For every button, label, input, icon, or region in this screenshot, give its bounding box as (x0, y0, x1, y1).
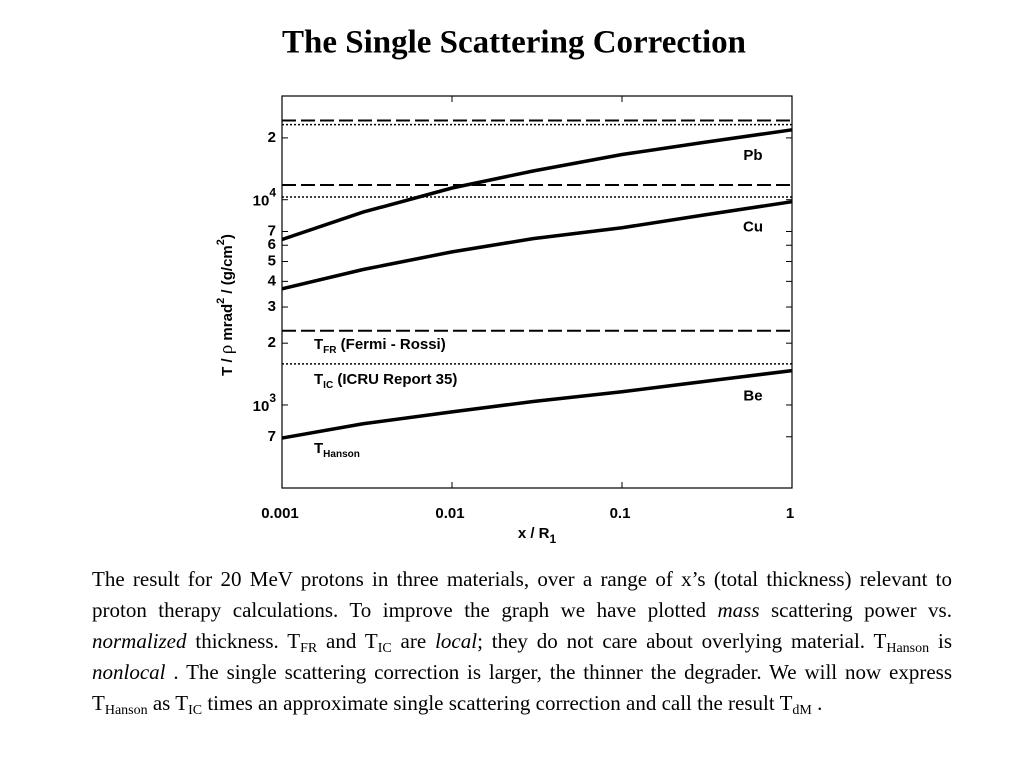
y-axis-label-part: ρ (216, 345, 237, 354)
annotation-main: T (314, 371, 323, 388)
x-axis-label-sub: 1 (550, 532, 557, 546)
series-label: Be (743, 388, 762, 405)
caption-italic: mass (717, 598, 760, 622)
y-tick-label-exponent: 4 (269, 186, 276, 200)
y-tick-label: 3 (268, 298, 276, 315)
y-tick-label: 7 (268, 222, 276, 239)
y-axis-label: T / ρ mrad2 / (g/cm2) (215, 234, 237, 376)
y-axis-label-part: 2 (215, 239, 227, 245)
caption: The result for 20 MeV protons in three m… (92, 564, 952, 719)
annotation-rest: (ICRU Report 35) (333, 371, 457, 388)
y-tick-label-base: 7 (268, 428, 276, 445)
y-tick-label: 103 (253, 391, 277, 415)
caption-sub: dM (792, 703, 812, 718)
caption-italic: local (435, 629, 478, 653)
annotation-main: T (314, 336, 323, 353)
chart: The Single Scattering Correction 7103234… (215, 25, 794, 547)
caption-text: The result for 20 MeV protons in three m… (92, 567, 952, 622)
y-tick-label: 7 (268, 428, 276, 445)
y-tick-label-base: 10 (253, 398, 270, 415)
y-tick-label-base: 2 (268, 129, 276, 146)
y-tick-label-base: 2 (268, 334, 276, 351)
y-tick-label-base: 3 (268, 298, 276, 315)
annotation-main: T (314, 440, 323, 457)
series-line (281, 199, 793, 291)
x-tick-label: 1 (786, 505, 794, 522)
y-tick-label: 5 (268, 252, 276, 269)
x-tick-label: 0.001 (261, 505, 299, 522)
y-tick-label: 6 (268, 236, 276, 253)
caption-text: scattering power vs. (759, 598, 952, 622)
y-axis-label-part: T / (219, 354, 236, 376)
plot-frame (281, 95, 793, 489)
caption-text: ; they do not care about overlying mater… (477, 629, 887, 653)
caption-italic: nonlocal (92, 660, 166, 684)
caption-text: are (391, 629, 436, 653)
annotation-rest: (Fermi - Rossi) (337, 336, 446, 353)
caption-sub: Hanson (886, 641, 930, 656)
annotation: TIC (ICRU Report 35) (314, 371, 457, 391)
series-label: Pb (743, 147, 762, 164)
caption-sub: IC (188, 703, 203, 718)
y-tick-label-base: 6 (268, 236, 276, 253)
caption-sub: FR (300, 641, 318, 656)
caption-sub: Hanson (104, 703, 148, 718)
y-tick-label-base: 7 (268, 222, 276, 239)
annotation: TFR (Fermi - Rossi) (314, 336, 446, 356)
y-tick-label-base: 4 (268, 272, 277, 289)
y-axis-label-part: / (g/cm (219, 245, 236, 298)
annotation-sub: Hanson (323, 449, 360, 460)
caption-text: and T (317, 629, 378, 653)
caption-sub: IC (377, 641, 392, 656)
caption-italic: normalized (92, 629, 187, 653)
y-tick-label: 2 (268, 129, 276, 146)
y-tick-label: 104 (253, 186, 277, 210)
caption-text: . (811, 691, 823, 715)
x-axis-label: x / R1 (518, 525, 557, 546)
y-tick-label-base: 10 (253, 193, 270, 210)
caption-text: . The single scattering correction is la… (92, 660, 952, 715)
series-label: Cu (743, 219, 763, 236)
caption-text: times an approximate single scattering c… (202, 691, 793, 715)
caption-text: as T (147, 691, 189, 715)
series-line (281, 128, 793, 242)
y-axis-label-part: ) (219, 234, 236, 239)
y-tick-label-exponent: 3 (269, 391, 276, 405)
y-tick-label: 4 (268, 272, 277, 289)
y-tick-label: 2 (268, 334, 276, 351)
x-axis-label-main: x / R (518, 525, 550, 542)
series-line (281, 368, 793, 440)
y-axis-label-part: 2 (215, 298, 227, 304)
x-tick-label: 0.1 (610, 505, 631, 522)
caption-text: thickness. T (186, 629, 301, 653)
annotation-sub: FR (323, 345, 337, 356)
y-tick-label-base: 5 (268, 252, 276, 269)
chart-title: The Single Scattering Correction (282, 25, 746, 61)
caption-text: is (929, 629, 952, 653)
annotation: THanson (314, 440, 360, 460)
x-tick-label: 0.01 (435, 505, 464, 522)
y-axis-label-part: mrad (219, 304, 236, 345)
annotation-sub: IC (323, 380, 333, 391)
